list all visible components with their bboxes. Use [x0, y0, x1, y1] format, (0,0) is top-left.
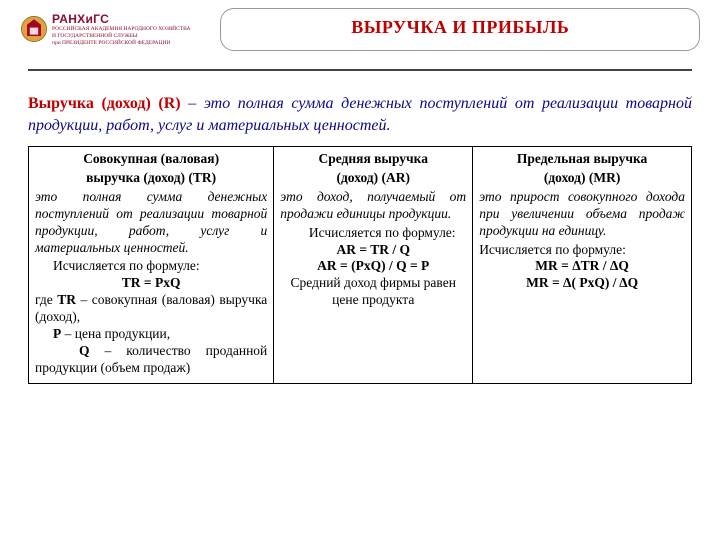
tr-title2: выручка (доход) (TR) [35, 170, 267, 187]
intro-dash: – [181, 95, 204, 112]
ar-f1: AR = TR / Q [280, 242, 466, 259]
tr-calc: Исчисляется по формуле: [35, 258, 267, 275]
header-row: РАНХиГС РОССИЙСКАЯ АКАДЕМИЯ НАРОДНОГО ХО… [0, 0, 720, 55]
table-wrap: Совокупная (валовая) выручка (доход) (TR… [0, 146, 720, 383]
mr-f1: MR = ΔTR / ΔQ [479, 258, 685, 275]
logo-sub1: РОССИЙСКАЯ АКАДЕМИЯ НАРОДНОГО ХОЗЯЙСТВА [52, 26, 190, 32]
emblem-icon [20, 15, 48, 43]
logo-sub3: при ПРЕЗИДЕНТЕ РОССИЙСКОЙ ФЕДЕРАЦИИ [52, 40, 190, 46]
cell-tr: Совокупная (валовая) выручка (доход) (TR… [29, 147, 274, 383]
ar-calc: Исчисляется по формуле: [280, 225, 466, 242]
tr-formula: TR = PxQ [35, 275, 267, 292]
tr-where1: где TR – совокупная (валовая) выручка (д… [35, 292, 267, 326]
ar-f2: AR = (PxQ) / Q = P [280, 258, 466, 275]
mr-calc: Исчисляется по формуле: [479, 242, 685, 259]
logo-sub2: И ГОСУДАРСТВЕННОЙ СЛУЖБЫ [52, 33, 190, 39]
logo-name: РАНХиГС [52, 13, 190, 25]
revenue-table: Совокупная (валовая) выручка (доход) (TR… [28, 146, 692, 383]
title-box: ВЫРУЧКА И ПРИБЫЛЬ [220, 8, 700, 51]
ar-title1: Средняя выручка [280, 151, 466, 168]
ar-title2: (доход) (AR) [280, 170, 466, 187]
logo-block: РАНХиГС РОССИЙСКАЯ АКАДЕМИЯ НАРОДНОГО ХО… [20, 13, 190, 46]
mr-desc: это прирост совокупного дохода при увели… [479, 189, 685, 240]
intro-paragraph: Выручка (доход) (R) – это полная сумма д… [0, 77, 720, 146]
page-title: ВЫРУЧКА И ПРИБЫЛЬ [351, 17, 569, 37]
tr-title1: Совокупная (валовая) [35, 151, 267, 168]
divider [28, 69, 692, 71]
mr-title1: Предельная выручка [479, 151, 685, 168]
ar-note: Средний доход фирмы равен цене продукта [280, 275, 466, 309]
tr-where2: P – цена продукции, [35, 326, 267, 343]
mr-title2: (доход) (MR) [479, 170, 685, 187]
intro-term: Выручка (доход) (R) [28, 95, 181, 112]
tr-desc: это полная сумма денежных поступлений от… [35, 189, 267, 257]
cell-mr: Предельная выручка (доход) (MR) это прир… [473, 147, 692, 383]
tr-where3: Q – количество проданной продукции (объе… [35, 343, 267, 377]
ar-desc: это доход, получаемый от продажи единицы… [280, 189, 466, 223]
mr-f2: MR = Δ( PxQ) / ΔQ [479, 275, 685, 292]
cell-ar: Средняя выручка (доход) (AR) это доход, … [274, 147, 473, 383]
logo-text: РАНХиГС РОССИЙСКАЯ АКАДЕМИЯ НАРОДНОГО ХО… [52, 13, 190, 46]
